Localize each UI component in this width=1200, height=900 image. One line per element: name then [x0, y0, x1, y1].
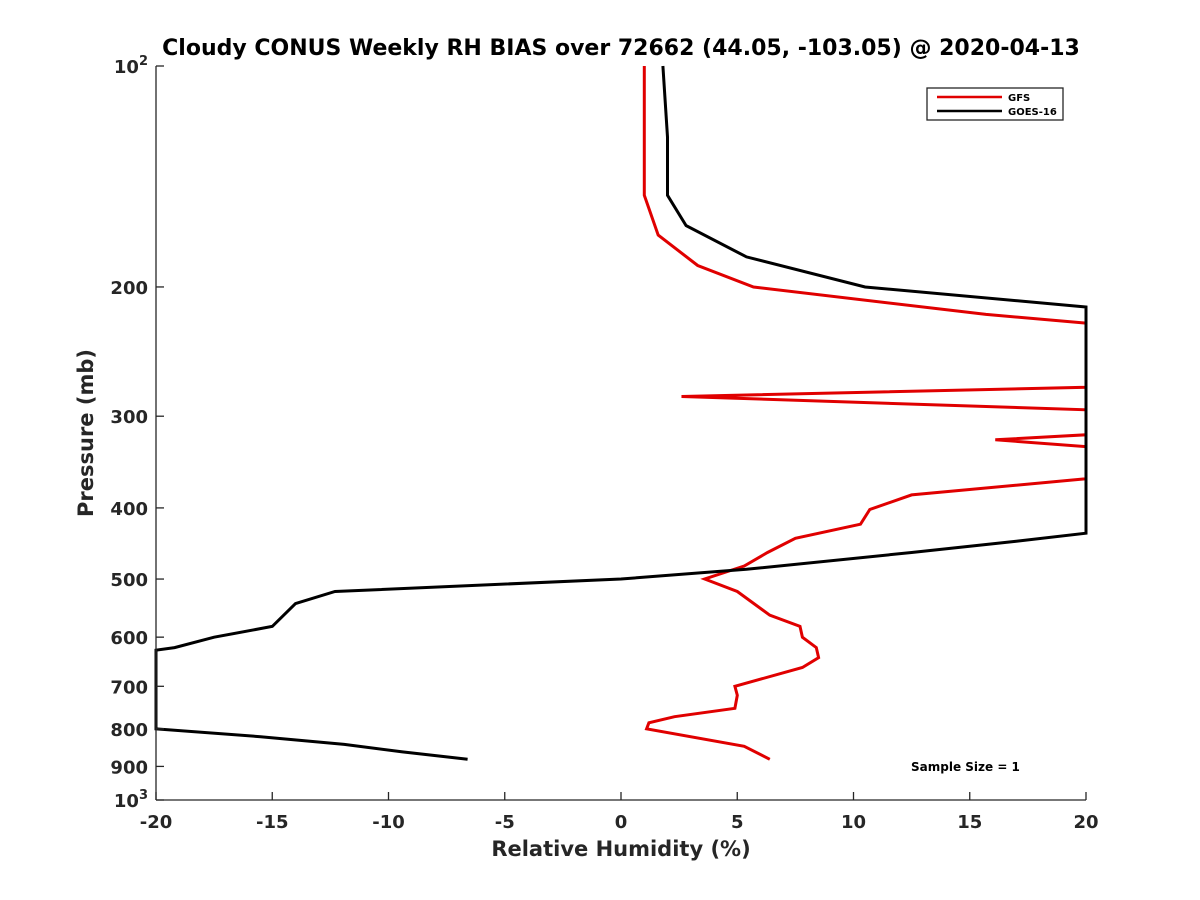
series-line-goes16 — [154, 65, 1088, 761]
x-tick-label: 5 — [731, 812, 744, 833]
sample-size-annotation: Sample Size = 1 — [911, 760, 1020, 774]
y-tick-label: 900 — [110, 757, 148, 778]
y-tick-label: 800 — [110, 720, 148, 741]
x-tick-label: -20 — [140, 812, 173, 833]
x-tick-label: 15 — [957, 812, 982, 833]
legend: GFS GOES-16 — [926, 87, 1064, 121]
x-tick-label: -15 — [256, 812, 289, 833]
plot-background — [156, 66, 1086, 800]
y-tick-label: 700 — [110, 677, 148, 698]
plot-area: -20 -15 -10 -5 0 5 10 15 20 102 200 300 400 500 600 700… — [110, 54, 1098, 833]
x-tick-label: 0 — [615, 812, 628, 833]
legend-label-goes16: GOES-16 — [1008, 107, 1057, 118]
legend-box — [926, 87, 1064, 121]
y-tick-label: 103 — [114, 788, 148, 812]
y-tick-label: 200 — [110, 278, 148, 299]
x-tick-label: -5 — [495, 812, 515, 833]
chart-title: Cloudy CONUS Weekly RH BIAS over 72662 (… — [162, 36, 1080, 61]
y-tick-label: 300 — [110, 407, 148, 428]
y-axis-label: Pressure (mb) — [74, 349, 98, 517]
ticks-layer: -20 -15 -10 -5 0 5 10 15 20 102 200 300 400 500 600 700… — [110, 54, 1098, 833]
y-tick-label: 600 — [110, 628, 148, 649]
x-tick-label: -10 — [372, 812, 405, 833]
x-axis-label: Relative Humidity (%) — [491, 837, 750, 861]
y-tick-label: 102 — [114, 54, 148, 78]
y-tick-label: 500 — [110, 570, 148, 591]
series-layer — [154, 65, 1088, 761]
x-tick-label: 10 — [841, 812, 866, 833]
y-tick-label: 400 — [110, 499, 148, 520]
series-line-gfs — [642, 66, 1088, 761]
legend-label-gfs: GFS — [1008, 93, 1030, 104]
x-tick-label: 20 — [1073, 812, 1098, 833]
